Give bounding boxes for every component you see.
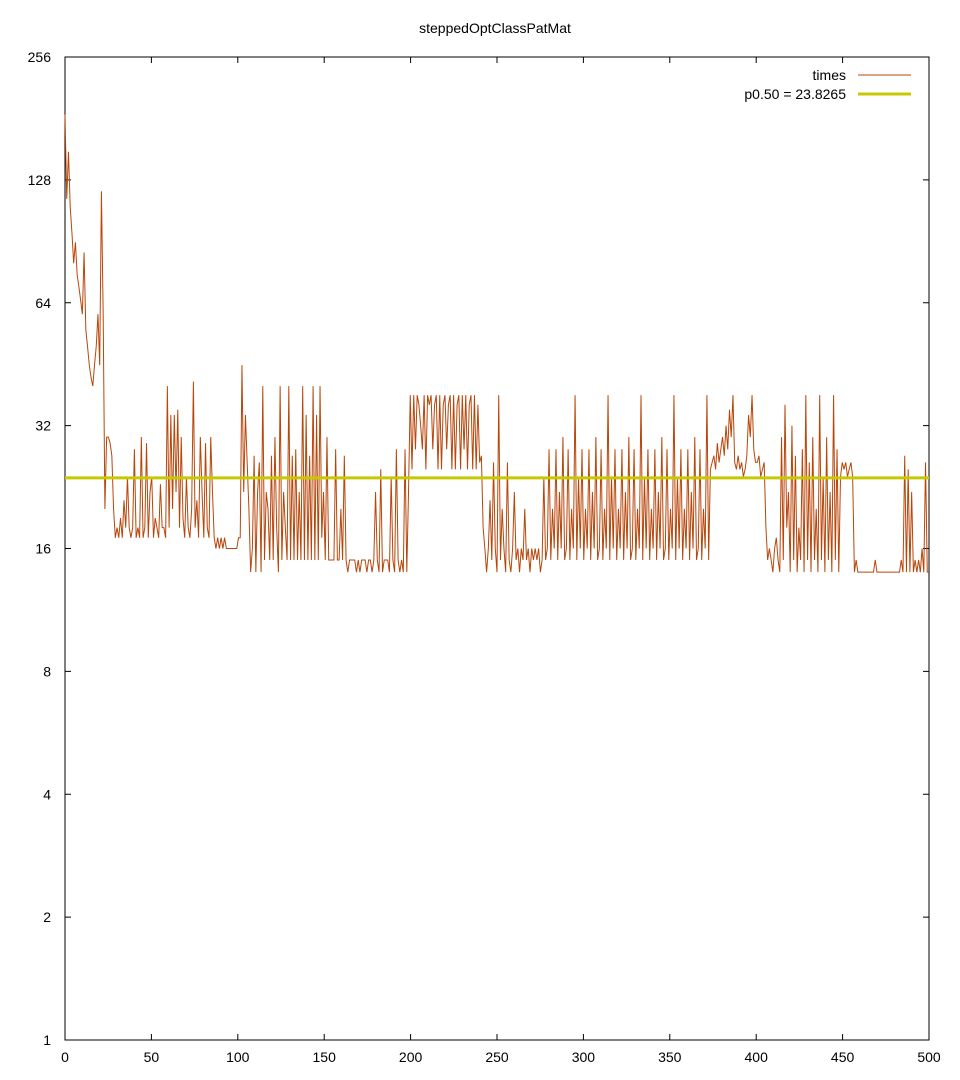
y-tick-label: 16 [35,541,51,557]
x-tick-label: 450 [831,1049,855,1065]
y-tick-label: 8 [43,663,51,679]
chart-title: steppedOptClassPatMat [419,20,571,36]
legend-label-times: times [813,67,846,83]
y-tick-label: 4 [43,786,51,802]
x-tick-label: 350 [658,1049,682,1065]
x-tick-label: 300 [572,1049,596,1065]
x-tick-label: 0 [61,1049,69,1065]
series-layer [64,114,929,573]
series-line-times [64,114,929,573]
y-tick-label: 256 [28,49,52,65]
x-axis: 0 50 100 150 200 250 300 350 400 450 500 [61,57,941,1065]
y-tick-label: 32 [35,418,51,434]
y-axis: 1 2 4 8 16 32 64 128 256 [28,49,929,1048]
x-tick-label: 400 [745,1049,769,1065]
x-tick-label: 150 [313,1049,337,1065]
x-tick-label: 250 [485,1049,509,1065]
y-tick-label: 128 [28,172,52,188]
x-tick-label: 200 [399,1049,423,1065]
y-tick-label: 1 [43,1032,51,1048]
x-tick-label: 100 [226,1049,250,1065]
y-tick-label: 64 [35,295,51,311]
legend: times p0.50 = 23.8265 [744,67,911,102]
x-tick-label: 50 [144,1049,160,1065]
y-tick-label: 2 [43,909,51,925]
x-tick-label: 500 [917,1049,941,1065]
legend-label-median: p0.50 = 23.8265 [744,86,846,102]
